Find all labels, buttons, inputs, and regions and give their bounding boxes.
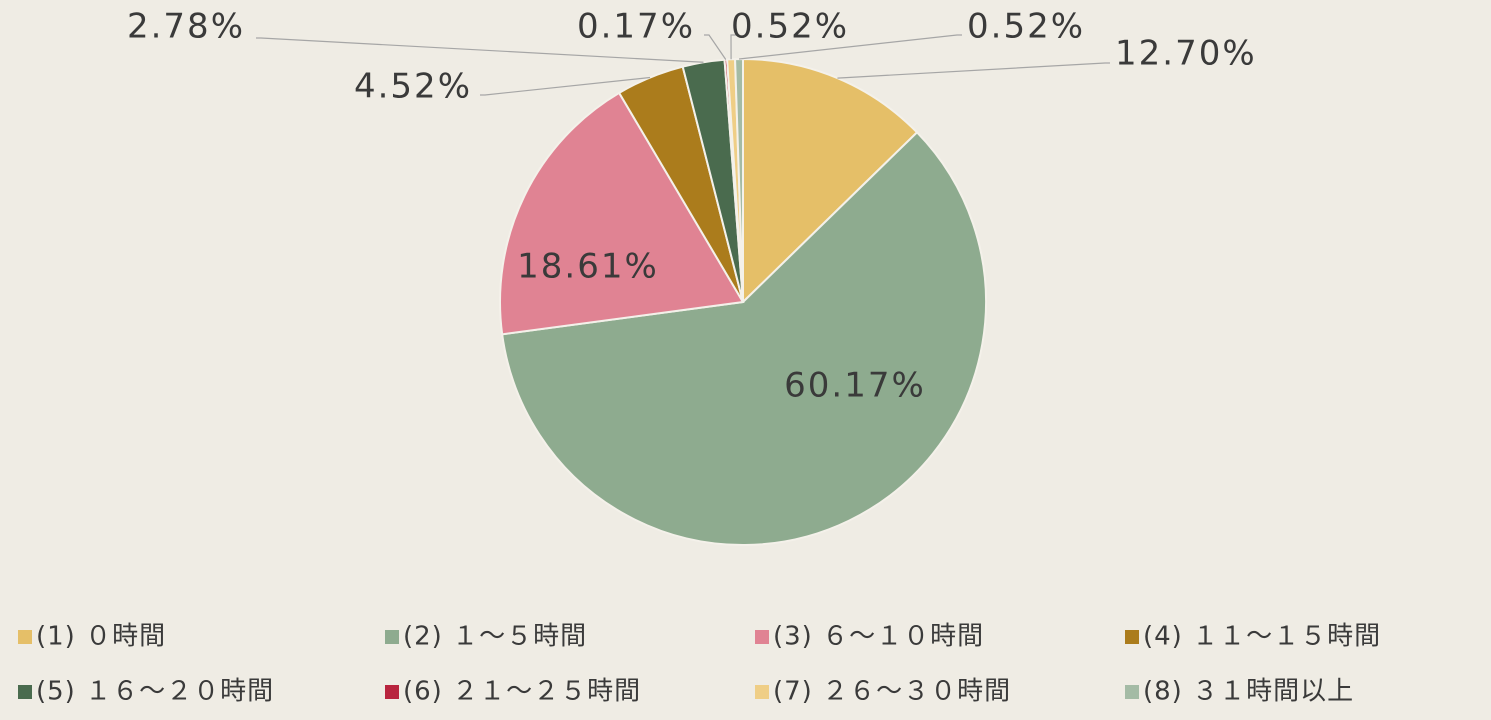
legend-swatch [18,630,32,644]
data-label: 4.52% [354,67,472,107]
data-label: 12.70% [1115,34,1257,74]
legend-label: (2) １～５時間 [403,622,587,652]
data-label: 60.17% [784,366,926,406]
pie-slice [742,57,919,305]
leader-line [837,62,1110,79]
data-label: 0.52% [731,7,849,47]
pie-slice [501,130,987,546]
leader-line [480,76,651,96]
legend-label: (1) ０時間 [36,622,166,652]
legend-label: (4) １１～１５時間 [1143,622,1381,652]
legend-swatch [1125,630,1139,644]
legend-label: (7) ２６～３０時間 [773,677,1011,707]
legend-label: (8) ３１時間以上 [1143,677,1354,707]
legend-swatch [385,685,399,699]
data-label: 2.78% [127,7,245,47]
legend-swatch [1125,685,1139,699]
legend-label: (6) ２１～２５時間 [403,677,641,707]
legend-swatch [385,630,399,644]
legend-swatch [755,630,769,644]
legend-label: (5) １６～２０時間 [36,677,274,707]
leader-line [256,37,704,63]
data-label: 0.17% [577,7,695,47]
leader-line [738,34,962,60]
pie-slice [499,91,745,336]
data-label: 0.52% [967,7,1085,47]
leader-line [730,34,736,60]
legend-swatch [755,685,769,699]
leader-line [704,34,727,60]
legend-label: (3) ６～１０時間 [773,622,984,652]
data-label: 18.61% [517,247,659,287]
legend-swatch [18,685,32,699]
